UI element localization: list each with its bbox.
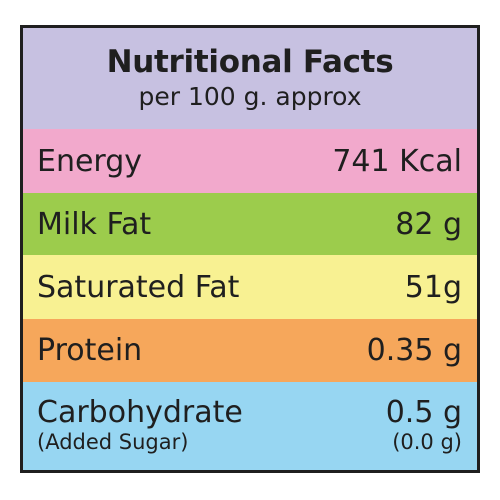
nutrient-row-energy: Energy 741 Kcal <box>23 129 477 193</box>
carbohydrate-value-group: 0.5 g (0.0 g) <box>386 382 462 470</box>
nutrient-value-saturated-fat: 51g <box>404 269 462 305</box>
nutrient-label-saturated-fat: Saturated Fat <box>37 269 240 305</box>
nutrient-value-protein: 0.35 g <box>366 333 462 368</box>
nutrient-label-energy: Energy <box>37 143 143 179</box>
nutrient-value-energy: 741 Kcal <box>332 143 462 179</box>
nutrition-header: Nutritional Facts per 100 g. approx <box>23 28 477 129</box>
nutrient-value-milk-fat: 82 g <box>395 206 462 242</box>
nutrient-value-carbohydrate: 0.5 g <box>385 394 462 430</box>
nutrition-facts-panel: Nutritional Facts per 100 g. approx Ener… <box>20 25 480 473</box>
nutrient-row-protein: Protein 0.35 g <box>23 319 477 382</box>
nutrient-row-carbohydrate: Carbohydrate (Added Sugar) 0.5 g (0.0 g) <box>23 382 477 470</box>
nutrient-sublabel-added-sugar: (Added Sugar) <box>37 429 189 454</box>
nutrient-subvalue-added-sugar: (0.0 g) <box>392 429 462 454</box>
nutrition-title: Nutritional Facts <box>106 44 394 81</box>
nutrient-row-saturated-fat: Saturated Fat 51g <box>23 255 477 319</box>
nutrition-subtitle: per 100 g. approx <box>138 81 362 111</box>
nutrient-label-carbohydrate: Carbohydrate <box>37 394 243 430</box>
nutrient-row-milk-fat: Milk Fat 82 g <box>23 193 477 255</box>
nutrient-label-protein: Protein <box>37 333 143 368</box>
carbohydrate-label-group: Carbohydrate (Added Sugar) <box>37 382 243 470</box>
nutrient-label-milk-fat: Milk Fat <box>37 206 152 242</box>
